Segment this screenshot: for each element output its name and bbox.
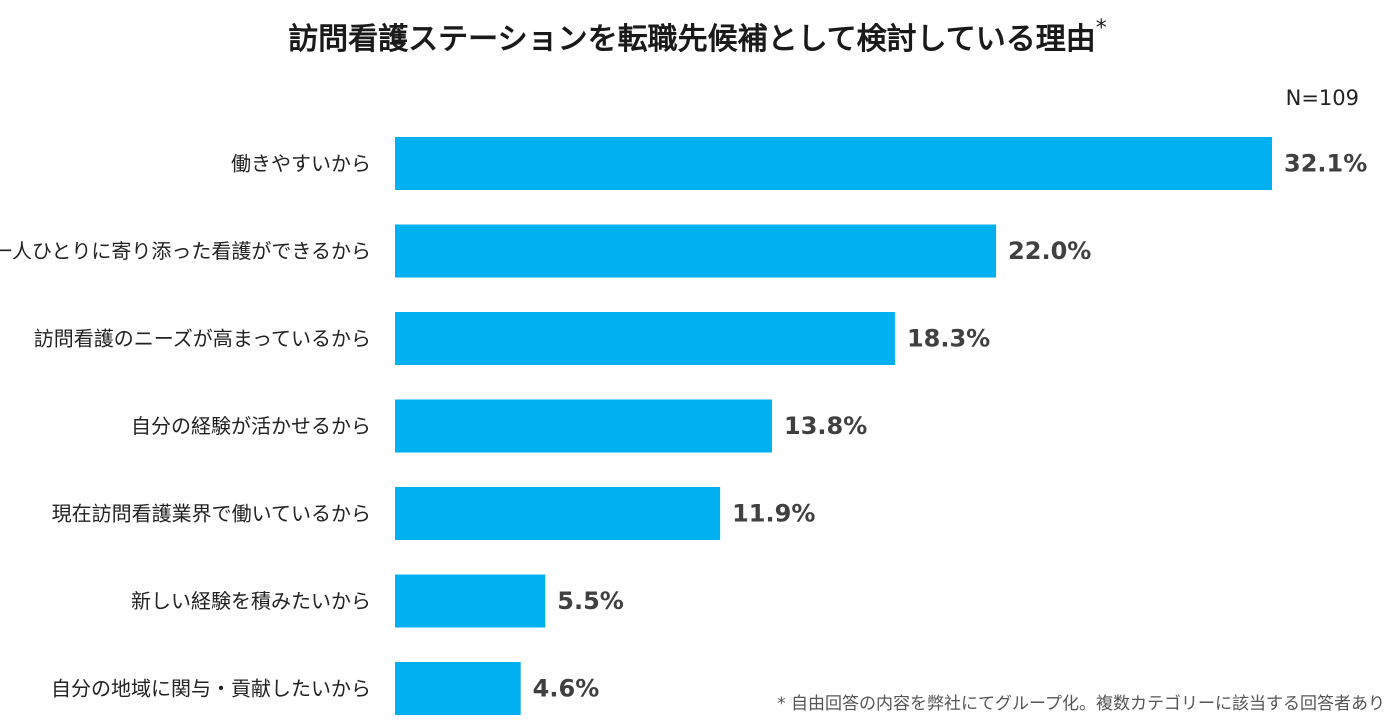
bar-2 [395, 224, 997, 278]
bar-4 [395, 399, 773, 453]
value-label-4: 13.8% [784, 412, 867, 440]
category-label-4: 自分の経験が活かせるから [131, 414, 371, 438]
bar-5 [395, 487, 721, 540]
bar-3 [395, 312, 895, 365]
value-label-7: 4.6% [533, 675, 600, 703]
category-label-2: 一人ひとりに寄り添った看護ができるから [0, 239, 371, 263]
chart-title-text: 訪問看護ステーションを転職先候補として検討している理由 [288, 22, 1096, 57]
bar-6 [395, 574, 546, 628]
bar-7 [395, 662, 521, 715]
category-label-6: 新しい経験を積みたいから [131, 589, 371, 613]
bar-1 [395, 137, 1272, 190]
category-label-3: 訪問看護のニーズが高まっているから [34, 327, 371, 351]
value-label-1: 32.1% [1284, 150, 1367, 178]
category-label-1: 働きやすいから [231, 152, 371, 176]
value-label-2: 22.0% [1008, 237, 1091, 265]
value-label-6: 5.5% [557, 587, 624, 615]
category-label-7: 自分の地域に関与・貢献したいから [51, 677, 371, 701]
chart-title: 訪問看護ステーションを転職先候補として検討している理由* [0, 14, 1395, 58]
chart-title-mark: * [1095, 16, 1107, 41]
sample-size-label: N=109 [1285, 86, 1359, 110]
category-label-5: 現在訪問看護業界で働いているから [52, 502, 371, 526]
value-label-5: 11.9% [732, 500, 815, 528]
value-label-3: 18.3% [907, 325, 990, 353]
footnote: * 自由回答の内容を弊社にてグループ化。複数カテゴリーに該当する回答者あり [777, 694, 1385, 714]
